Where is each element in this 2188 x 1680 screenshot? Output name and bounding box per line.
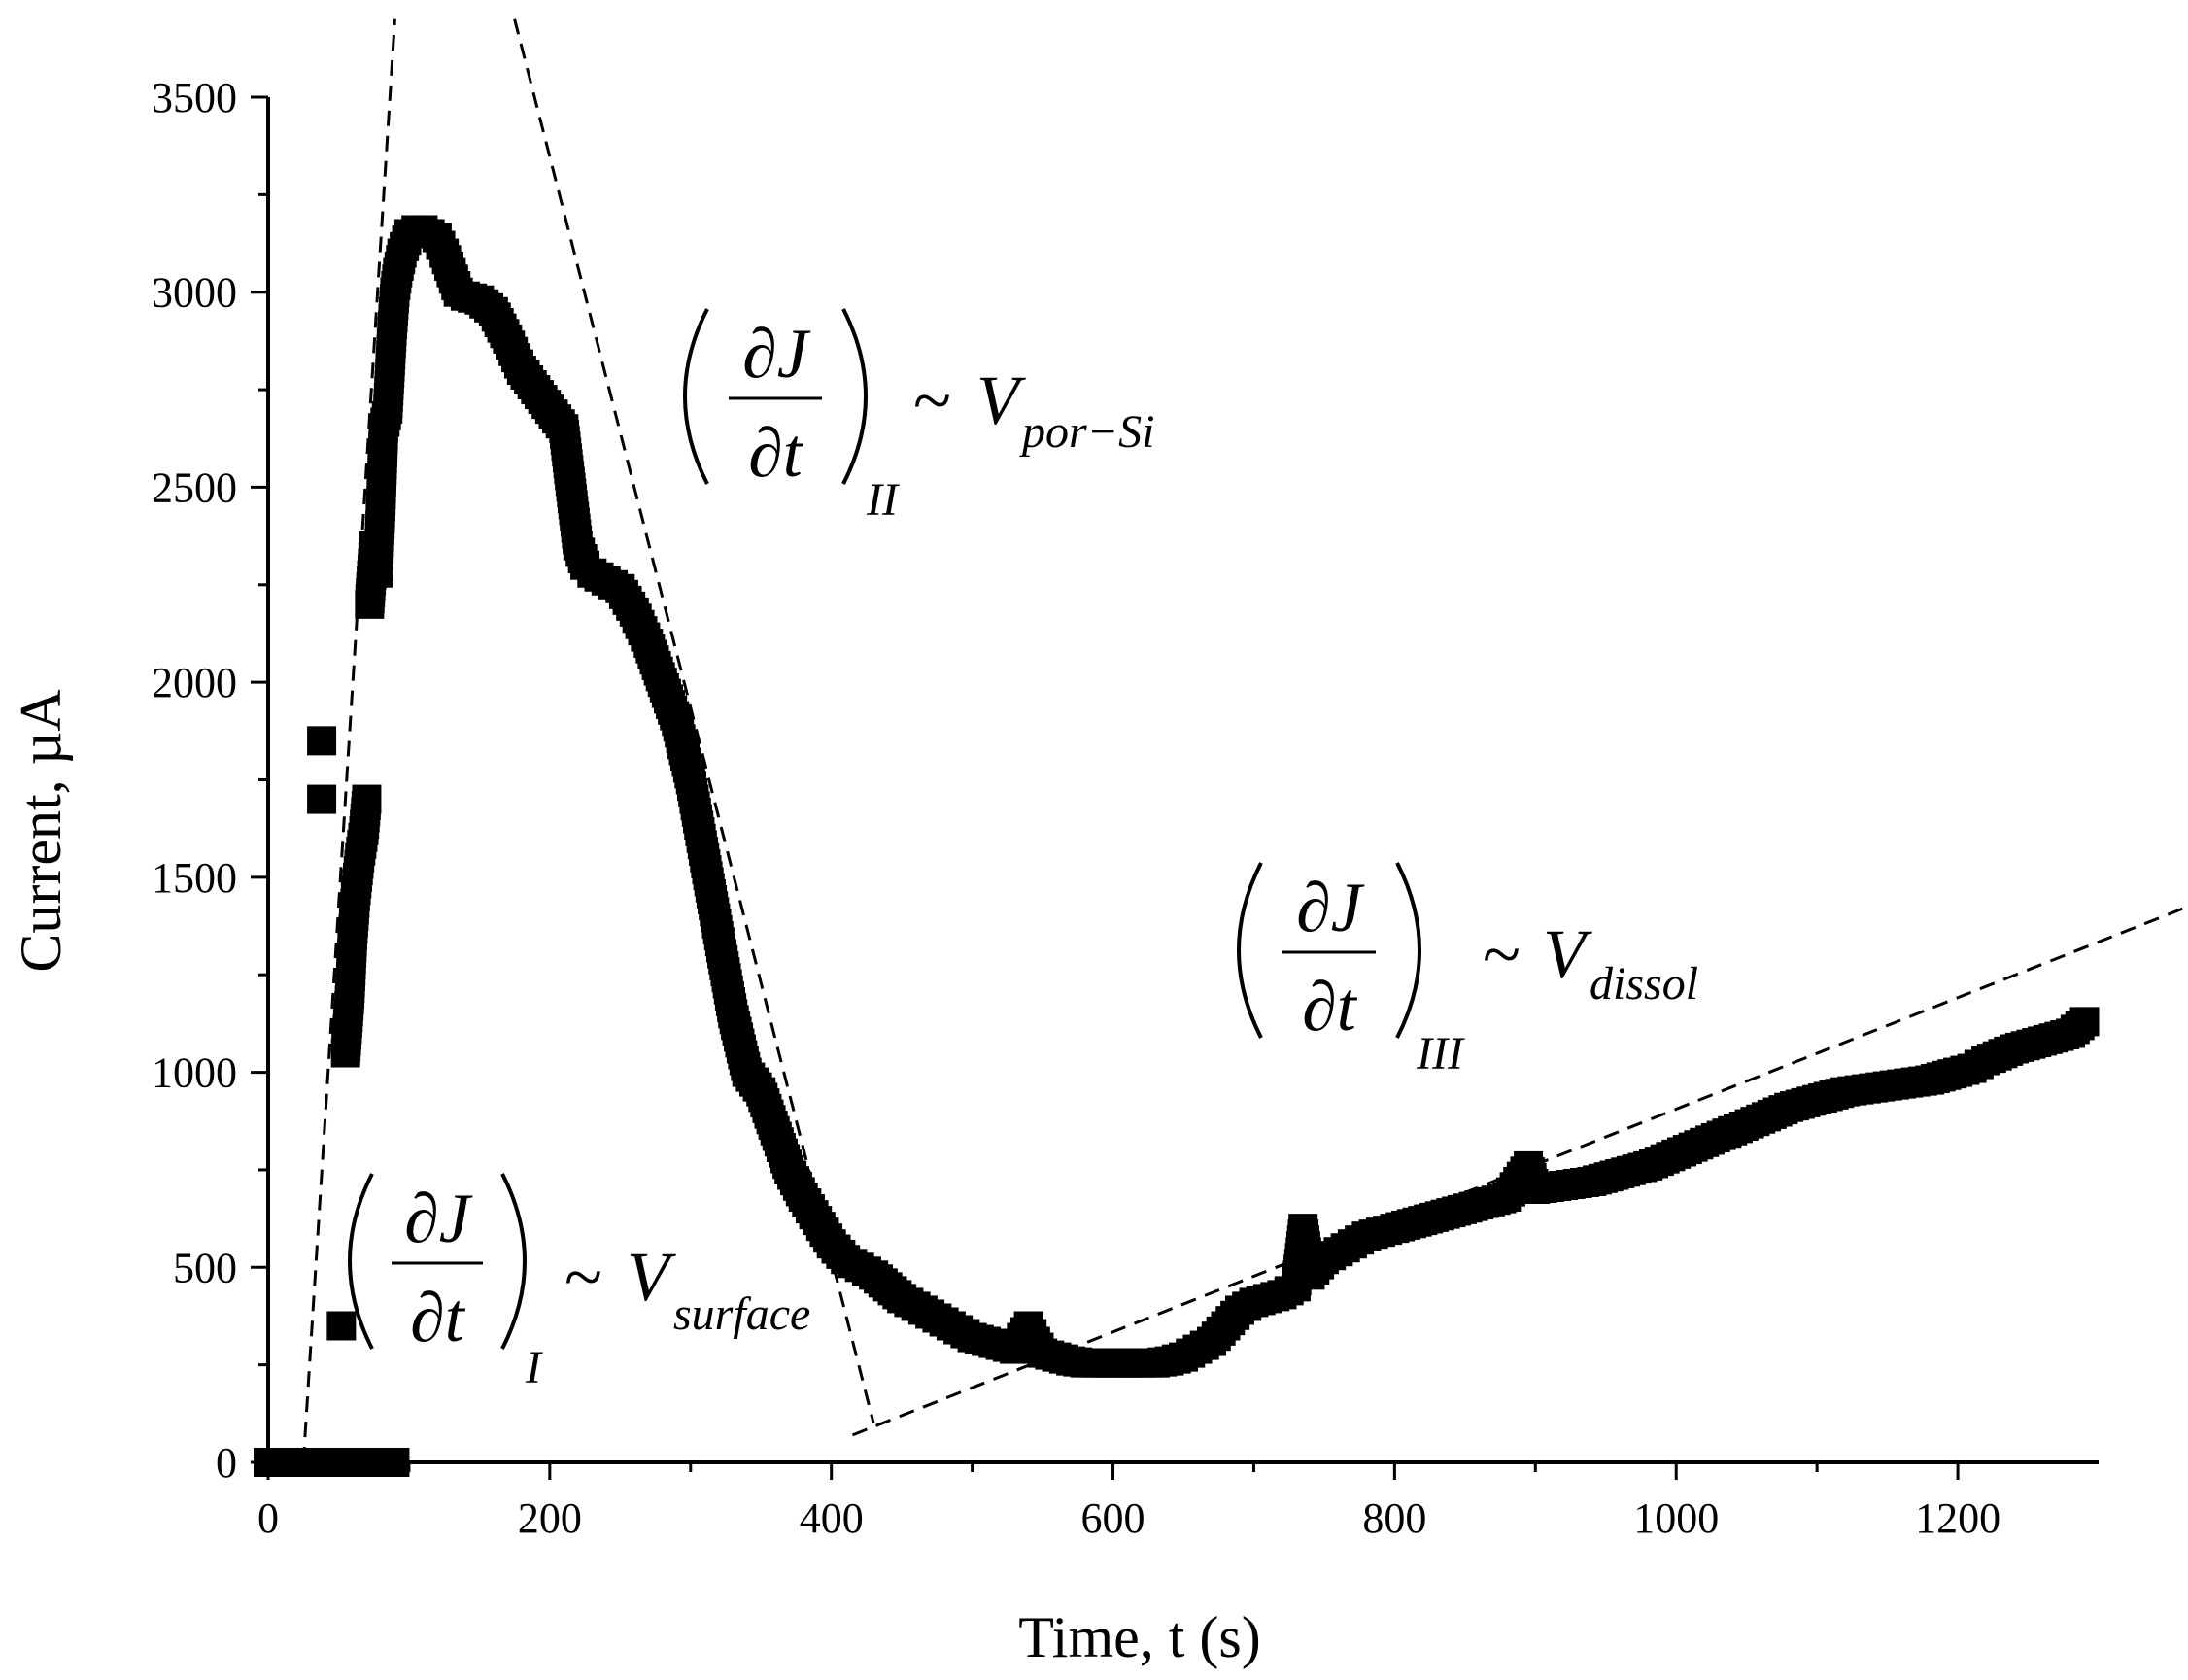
x-tick-label: 800 <box>1362 1494 1426 1542</box>
annotation-surface: ∂J ∂t I ~ V surface <box>348 1173 810 1393</box>
tangent-line <box>301 18 396 1463</box>
y-axis-title: Current, µA <box>9 689 73 972</box>
tilde: ~ <box>564 1238 602 1316</box>
fraction-denominator: ∂t <box>1302 968 1358 1046</box>
y-tick-label: 2000 <box>152 659 237 706</box>
x-tick-label: 1200 <box>1915 1494 2000 1542</box>
x-tick-label: 400 <box>800 1494 864 1542</box>
fraction-denominator: ∂t <box>410 1279 466 1356</box>
fraction-numerator: ∂J <box>1296 869 1365 946</box>
annotation-porous-si: ∂J ∂t II ~ V por−Si <box>683 308 1154 526</box>
tilde: ~ <box>1483 915 1521 993</box>
data-point <box>380 1448 410 1477</box>
tangent-line <box>513 18 875 1424</box>
region-subscript: III <box>1416 1028 1465 1080</box>
velocity-subscript: por−Si <box>1019 406 1154 458</box>
y-tick-label: 0 <box>216 1439 237 1487</box>
fraction-numerator: ∂J <box>404 1180 473 1257</box>
data-point <box>352 784 382 814</box>
velocity-subscript: dissol <box>1590 958 1698 1010</box>
right-paren <box>500 1173 527 1350</box>
right-paren <box>1395 862 1421 1039</box>
x-tick-label: 0 <box>257 1494 279 1542</box>
velocity-symbol: V <box>1543 915 1592 993</box>
right-paren <box>841 308 868 485</box>
velocity-subscript: surface <box>673 1288 810 1340</box>
data-points <box>254 215 2100 1477</box>
fraction-numerator: ∂J <box>742 315 811 393</box>
left-paren <box>348 1173 374 1350</box>
y-tick-label: 1000 <box>152 1049 237 1097</box>
y-tick-label: 500 <box>173 1244 237 1291</box>
x-tick-label: 1000 <box>1633 1494 1719 1542</box>
data-point <box>307 784 337 814</box>
fraction-denominator: ∂t <box>748 414 804 492</box>
y-tick-label: 3500 <box>152 74 237 121</box>
x-axis-title: Time, t (s) <box>1018 1605 1261 1669</box>
x-tick-label: 200 <box>518 1494 582 1542</box>
data-point <box>2069 1007 2100 1037</box>
y-tick-label: 1500 <box>152 854 237 902</box>
left-paren <box>1237 862 1263 1039</box>
y-tick-label: 2500 <box>152 463 237 511</box>
tilde: ~ <box>913 361 951 439</box>
left-paren <box>683 308 709 485</box>
region-subscript: II <box>866 474 900 526</box>
data-point <box>307 726 337 756</box>
region-subscript: I <box>525 1342 543 1393</box>
velocity-symbol: V <box>627 1238 676 1316</box>
annotation-dissolution: ∂J ∂t III ~ V dissol <box>1237 862 1698 1080</box>
axis-ticks: 0 200 400 600 800 1000 1200 0 500 1000 1500 2000 250… <box>152 74 2000 1542</box>
y-tick-label: 3000 <box>152 269 237 317</box>
data-point <box>326 1311 357 1341</box>
x-tick-label: 600 <box>1081 1494 1145 1542</box>
velocity-symbol: V <box>976 361 1026 439</box>
